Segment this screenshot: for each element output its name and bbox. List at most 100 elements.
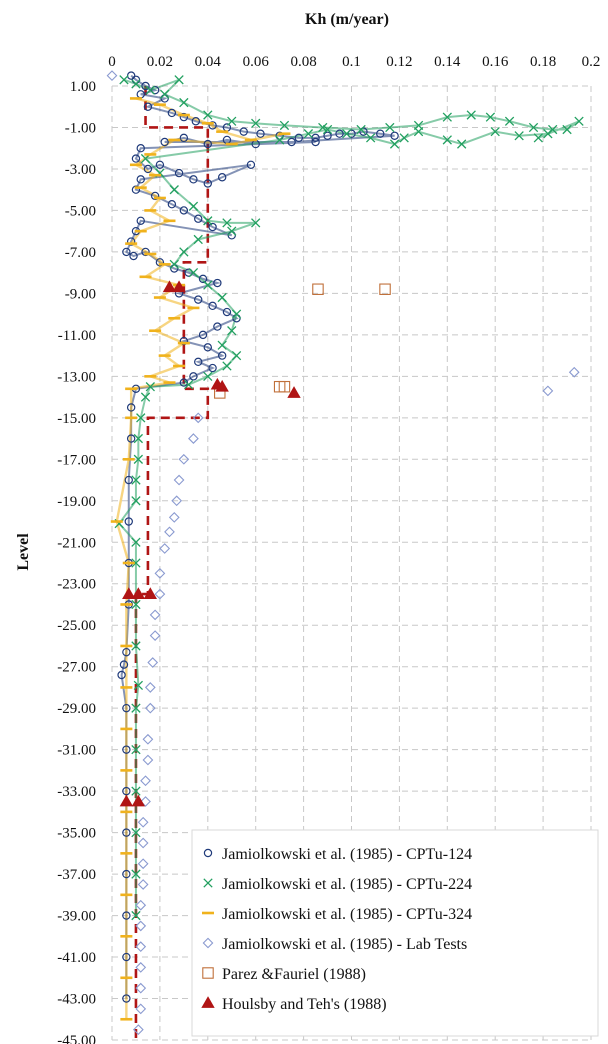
data-series-layer (106, 70, 584, 1036)
y-tick-label: -19.00 (57, 494, 96, 510)
jamiolkowski-et-al-1985-cptu-224-point (131, 558, 141, 568)
jamiolkowski-et-al-1985-cptu-224-point (131, 79, 141, 89)
jamiolkowski-et-al-1985-cptu-224-point (442, 135, 452, 145)
y-tick-label: -45.00 (57, 1033, 96, 1044)
jamiolkowski-et-al-1985-lab-tests-point (168, 511, 180, 523)
jamiolkowski-et-al-1985-lab-tests-point (149, 630, 161, 641)
jamiolkowski-et-al-1985-lab-tests-point (568, 366, 580, 378)
jamiolkowski-et-al-1985-cptu-224-point (574, 116, 584, 126)
jamiolkowski-et-al-1985-lab-tests-point (144, 702, 156, 714)
jamiolkowski-et-al-1985-cptu-124-point (179, 133, 189, 143)
jamiolkowski-et-al-1985-cptu-124-point (126, 434, 136, 443)
jamiolkowski-et-al-1985-cptu-124-point (179, 112, 189, 122)
jamiolkowski-et-al-1985-cptu-224-point (399, 133, 409, 143)
jamiolkowski-et-al-1985-cptu-224-point (457, 139, 467, 149)
parez-fauriel-1988-point (278, 380, 291, 393)
houlsby-and-teh-s-1988-point (119, 794, 134, 807)
jamiolkowski-et-al-1985-lab-tests-point (171, 495, 183, 507)
y-tick-label: -3.00 (65, 162, 96, 178)
jamiolkowski-et-al-1985-lab-tests-point (137, 858, 149, 870)
jamiolkowski-et-al-1985-cptu-224-point (131, 869, 141, 879)
jamiolkowski-et-al-1985-cptu-124-point (203, 179, 212, 188)
jamiolkowski-et-al-1985-cptu-124-point (155, 258, 165, 267)
y-tick-label: -43.00 (57, 992, 96, 1008)
jamiolkowski-et-al-1985-cptu-224-point (188, 201, 199, 211)
jamiolkowski-et-al-1985-cptu-224-point (131, 496, 141, 506)
jamiolkowski-et-al-1985-lab-tests-point (147, 657, 159, 668)
y-tick-label: -17.00 (57, 452, 96, 468)
jamiolkowski-et-al-1985-cptu-124-point (143, 102, 153, 111)
jamiolkowski-et-al-1985-cptu-124-point (143, 164, 153, 174)
jamiolkowski-et-al-1985-cptu-224-point (274, 135, 285, 145)
jamiolkowski-et-al-1985-cptu-224-point (543, 129, 553, 139)
jamiolkowski-et-al-1985-lab-tests-point (135, 920, 147, 932)
parez-fauriel-1988-series (214, 283, 391, 399)
jamiolkowski-et-al-1985-cptu-124-point (122, 994, 131, 1003)
jamiolkowski-et-al-1985-cptu-124-point (256, 129, 265, 138)
y-tick-label: 1.00 (70, 79, 96, 95)
y-axis-title: Level (15, 533, 32, 571)
houlsby-and-teh-s-1988-point (215, 379, 229, 392)
jamiolkowski-et-al-1985-lab-tests-point (192, 412, 204, 424)
jamiolkowski-et-al-1985-lab-tests-point (142, 754, 154, 766)
jamiolkowski-et-al-1985-cptu-124-point (122, 952, 131, 962)
jamiolkowski-et-al-1985-cptu-124-point (155, 160, 165, 170)
jamiolkowski-et-al-1985-cptu-224-point (131, 827, 141, 838)
y-tick-label: -27.00 (57, 660, 96, 676)
y-tick-label: -15.00 (57, 411, 96, 427)
jamiolkowski-et-al-1985-cptu-224-point (193, 234, 203, 245)
jamiolkowski-et-al-1985-cptu-124-point (150, 191, 160, 201)
x-tick-label: 0.16 (482, 54, 509, 70)
legend-label-cptu-124: Jamiolkowski et al. (1985) - CPTu-124 (222, 846, 472, 863)
y-tick-label: -35.00 (57, 826, 96, 842)
houlsby-and-teh-s-1988-point (122, 587, 136, 600)
jamiolkowski-et-al-1985-lab-tests-point (135, 962, 147, 973)
jamiolkowski-et-al-1985-cptu-124-point (208, 121, 217, 130)
jamiolkowski-et-al-1985-cptu-224-point (514, 131, 524, 141)
jamiolkowski-et-al-1985-cptu-224-point (227, 326, 237, 336)
parez-fauriel-1988-point (379, 283, 391, 295)
jamiolkowski-et-al-1985-lab-tests-point (542, 385, 554, 397)
jamiolkowski-et-al-1985-cptu-124-point (189, 372, 198, 381)
y-tick-label: -11.00 (58, 328, 96, 344)
x-tick-label: 0.2 (582, 54, 601, 70)
jamiolkowski-et-al-1985-cptu-124-point (129, 251, 138, 261)
jamiolkowski-et-al-1985-cptu-224-point (188, 267, 199, 278)
legend: Jamiolkowski et al. (1985) - CPTu-124 Ja… (191, 829, 599, 1037)
jamiolkowski-et-al-1985-cptu-224-point (131, 703, 141, 713)
legend-box (191, 829, 599, 1037)
jamiolkowski-et-al-1985-cptu-224-point (136, 413, 146, 423)
jamiolkowski-et-al-1985-cptu-224-point (131, 641, 141, 651)
jamiolkowski-et-al-1985-cptu-124-point (141, 81, 150, 91)
y-tick-label: -21.00 (57, 535, 96, 551)
jamiolkowski-et-al-1985-cptu-224-point (131, 744, 141, 755)
jamiolkowski-et-al-1985-lab-tests-point (140, 775, 151, 787)
legend-marker-jamiolkowski-et-al-1985-cptu-224 (203, 878, 213, 888)
x-tick-label: 0.18 (530, 54, 556, 70)
x-axis-title: Kh (m/year) (305, 11, 389, 28)
jamiolkowski-et-al-1985-cptu-124-point (246, 160, 256, 170)
jamiolkowski-et-al-1985-cptu-224-point (131, 475, 141, 485)
jamiolkowski-et-al-1985-cptu-224-point (356, 124, 366, 135)
jamiolkowski-et-al-1985-lab-tests-point (154, 588, 166, 600)
jamiolkowski-et-al-1985-cptu-224-trace (117, 78, 580, 916)
jamiolkowski-et-al-1985-cptu-124-point (217, 173, 227, 182)
legend-markers (201, 848, 215, 1008)
jamiolkowski-et-al-1985-cptu-124-point (126, 237, 136, 246)
jamiolkowski-et-al-1985-cptu-224-point (442, 112, 452, 122)
x-tick-label: 0.06 (243, 54, 270, 70)
jamiolkowski-et-al-1985-lab-tests-point (106, 70, 118, 82)
jamiolkowski-et-al-1985-cptu-224-point (231, 350, 242, 361)
jamiolkowski-et-al-1985-cptu-224-point (203, 371, 213, 382)
jamiolkowski-et-al-1985-lab-tests-point (164, 526, 175, 538)
jamiolkowski-et-al-1985-cptu-124-point (323, 131, 332, 140)
jamiolkowski-et-al-1985-cptu-124-point (122, 647, 131, 657)
legend-marker-houlsby-and-teh-s-1988 (201, 996, 215, 1008)
y-tick-label: -1.00 (65, 120, 96, 136)
jamiolkowski-et-al-1985-cptu-124-point (194, 214, 203, 223)
legend-marker-parez-fauriel-1988 (202, 967, 214, 979)
legend-marker-jamiolkowski-et-al-1985-lab-tests (202, 937, 214, 949)
jamiolkowski-et-al-1985-lab-tests-point (149, 609, 161, 621)
jamiolkowski-et-al-1985-cptu-224-point (562, 124, 572, 135)
jamiolkowski-et-al-1985-cptu-124-point (124, 475, 133, 485)
